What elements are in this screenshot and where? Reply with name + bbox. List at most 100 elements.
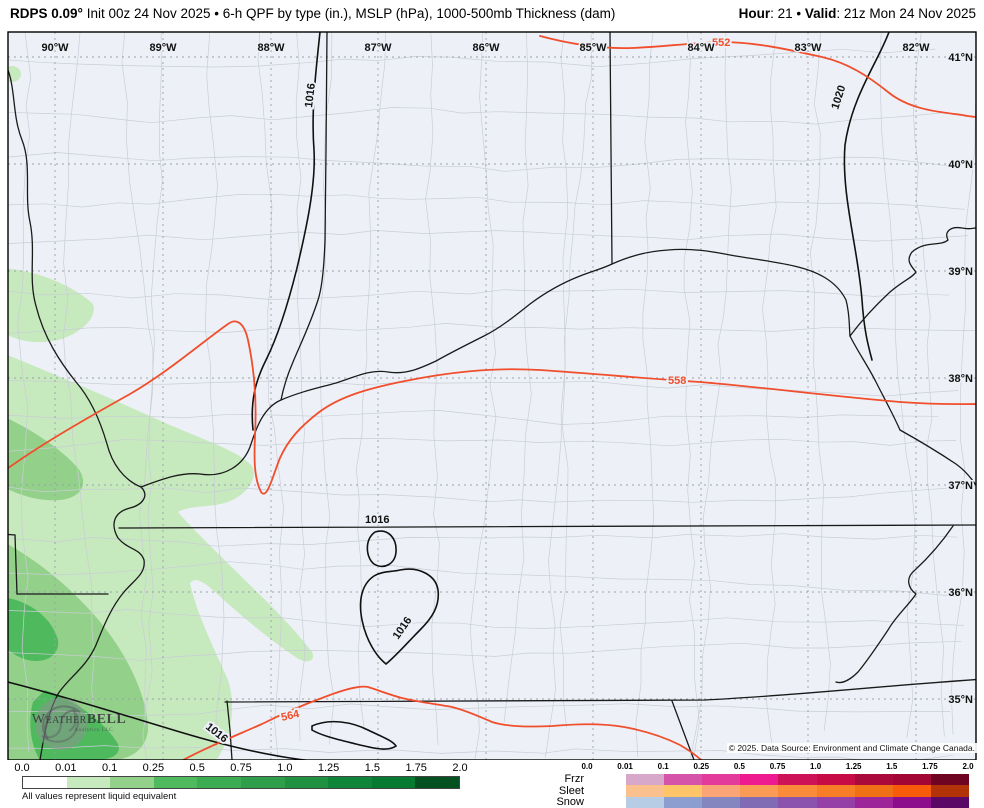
svg-text:84°W: 84°W (687, 42, 715, 54)
svg-text:88°W: 88°W (257, 42, 285, 54)
copyright-notice: © 2025. Data Source: Environment and Cli… (726, 743, 977, 753)
liquid-tick: 2.0 (452, 762, 468, 774)
graticule-grid (8, 32, 976, 760)
ptype-tick: 0.25 (693, 762, 710, 771)
grid-degree-labels: 90°W 89°W 88°W 87°W 86°W 85°W 84°W 83°W 82°W 41°N… (40, 41, 975, 708)
hour-label: Hour (738, 6, 771, 21)
ptype-scale-segment (778, 796, 817, 808)
liquid-tick: 0.01 (55, 762, 77, 774)
ptype-tick: 1.75 (922, 762, 938, 771)
ptype-tick: 0.1 (657, 762, 669, 771)
thickness-label-552: 552 (712, 37, 730, 49)
ptype-scale-segment (778, 785, 817, 797)
ptype-scale-segment (854, 785, 893, 797)
ptype-tick: 1.5 (886, 762, 898, 771)
ptype-scale-segment (626, 785, 665, 797)
liquid-tick: 0.0 (14, 762, 30, 774)
liquid-tick: 1.0 (277, 762, 293, 774)
liquid-scale-segment (66, 777, 111, 788)
svg-text:86°W: 86°W (472, 42, 500, 54)
liquid-color-scale (22, 776, 460, 789)
svg-text:82°W: 82°W (902, 42, 930, 54)
liquid-tick: 1.75 (405, 762, 427, 774)
forecast-map: 552 558 564 1016 1016 1016 1016 1020 90°… (7, 31, 977, 761)
legend-bar: 0.0 0.01 0.1 0.25 0.5 0.75 1.0 1.25 1.5 1.75 2.0 A… (0, 760, 984, 808)
svg-text:89°W: 89°W (149, 42, 177, 54)
ptype-tick: 0.01 (617, 762, 633, 771)
ptype-scale-segment (702, 773, 741, 786)
ptype-scale-segment (740, 785, 779, 797)
ptype-row-label-frzr: Frzr (564, 773, 584, 785)
ptype-scale-segment (930, 785, 969, 797)
ptype-scale-segment (816, 796, 855, 808)
county-boundaries (8, 32, 976, 760)
ptype-scale-frzr (626, 773, 969, 786)
ptype-row-label-snow: Snow (556, 796, 584, 808)
product-title: RDPS 0.09° Init 00z 24 Nov 2025 • 6-h QP… (10, 6, 615, 21)
ptype-scale-segment (816, 773, 855, 786)
ptype-scale-segment (664, 773, 703, 786)
state-borders (8, 32, 976, 760)
liquid-scale-segment (415, 777, 459, 788)
liquid-scale-segment (371, 777, 416, 788)
liquid-scale-segment (240, 777, 285, 788)
liquid-tick: 0.1 (101, 762, 118, 774)
ptype-scale-segment (664, 785, 703, 797)
svg-text:83°W: 83°W (794, 42, 822, 54)
ptype-scale-segment (854, 773, 893, 786)
separator-dot: • (792, 6, 805, 21)
liquid-scale-segment (110, 777, 154, 788)
svg-text:38°N: 38°N (948, 373, 973, 385)
ptype-row-label-sleet: Sleet (558, 784, 584, 797)
ptype-tick: 2.0 (962, 762, 974, 771)
svg-text:41°N: 41°N (948, 52, 973, 64)
valid-label: Valid (804, 6, 837, 21)
ptype-scale-segment (930, 773, 969, 786)
ptype-scale-segment (740, 796, 779, 808)
liquid-scale-segment (23, 777, 67, 788)
ptype-scale-segment (778, 773, 817, 786)
ptype-scale-sleet (626, 785, 969, 797)
svg-text:87°W: 87°W (364, 42, 392, 54)
ptype-scale-segment (854, 796, 893, 808)
svg-text:35°N: 35°N (948, 694, 973, 706)
liquid-equivalent-note: All values represent liquid equivalent (22, 791, 177, 802)
isobar-label-1016-mid: 1016 (365, 514, 389, 526)
ptype-tick: 1.25 (845, 762, 862, 771)
ptype-scale-segment (626, 796, 665, 808)
ptype-tick: 0.0 (581, 762, 593, 771)
model-name: RDPS 0.09° (10, 6, 83, 21)
header-bar: RDPS 0.09° Init 00z 24 Nov 2025 • 6-h QP… (0, 0, 984, 30)
svg-text:36°N: 36°N (948, 587, 973, 599)
liquid-scale-segment (153, 777, 198, 788)
ptype-scale-segment (816, 785, 855, 797)
hour-value: : 21 (770, 6, 793, 21)
ptype-scale-segment (892, 785, 931, 797)
product-subtitle: Init 00z 24 Nov 2025 • 6-h QPF by type (… (82, 6, 616, 21)
ptype-scale-segment (740, 773, 779, 786)
svg-text:37°N: 37°N (948, 480, 973, 492)
ptype-scale-segment (892, 773, 931, 786)
thickness-label-558: 558 (668, 375, 686, 387)
liquid-tick: 1.25 (317, 762, 340, 774)
svg-text:85°W: 85°W (579, 42, 607, 54)
liquid-scale-segment (284, 777, 329, 788)
liquid-scale-segment (197, 777, 241, 788)
ptype-tick: 1.0 (810, 762, 822, 771)
ptype-scale-segment (626, 773, 665, 786)
liquid-tick: 0.5 (189, 762, 205, 774)
ptype-scale-segment (664, 796, 703, 808)
valid-value: : 21z Mon 24 Nov 2025 (836, 6, 976, 21)
ptype-scale-segment (702, 785, 741, 797)
valid-time: Hour: 21 • Valid: 21z Mon 24 Nov 2025 (739, 6, 976, 21)
svg-text:40°N: 40°N (948, 159, 973, 171)
thickness-contours (8, 35, 976, 760)
ptype-scale-segment (930, 796, 969, 808)
svg-text:90°W: 90°W (41, 42, 69, 54)
ptype-tick: 0.5 (733, 762, 745, 771)
liquid-tick: 0.25 (142, 762, 165, 774)
ptype-scale-segment (702, 796, 741, 808)
isobar-label-1016-nw: 1016 (303, 83, 318, 109)
ptype-scale-segment (892, 796, 931, 808)
